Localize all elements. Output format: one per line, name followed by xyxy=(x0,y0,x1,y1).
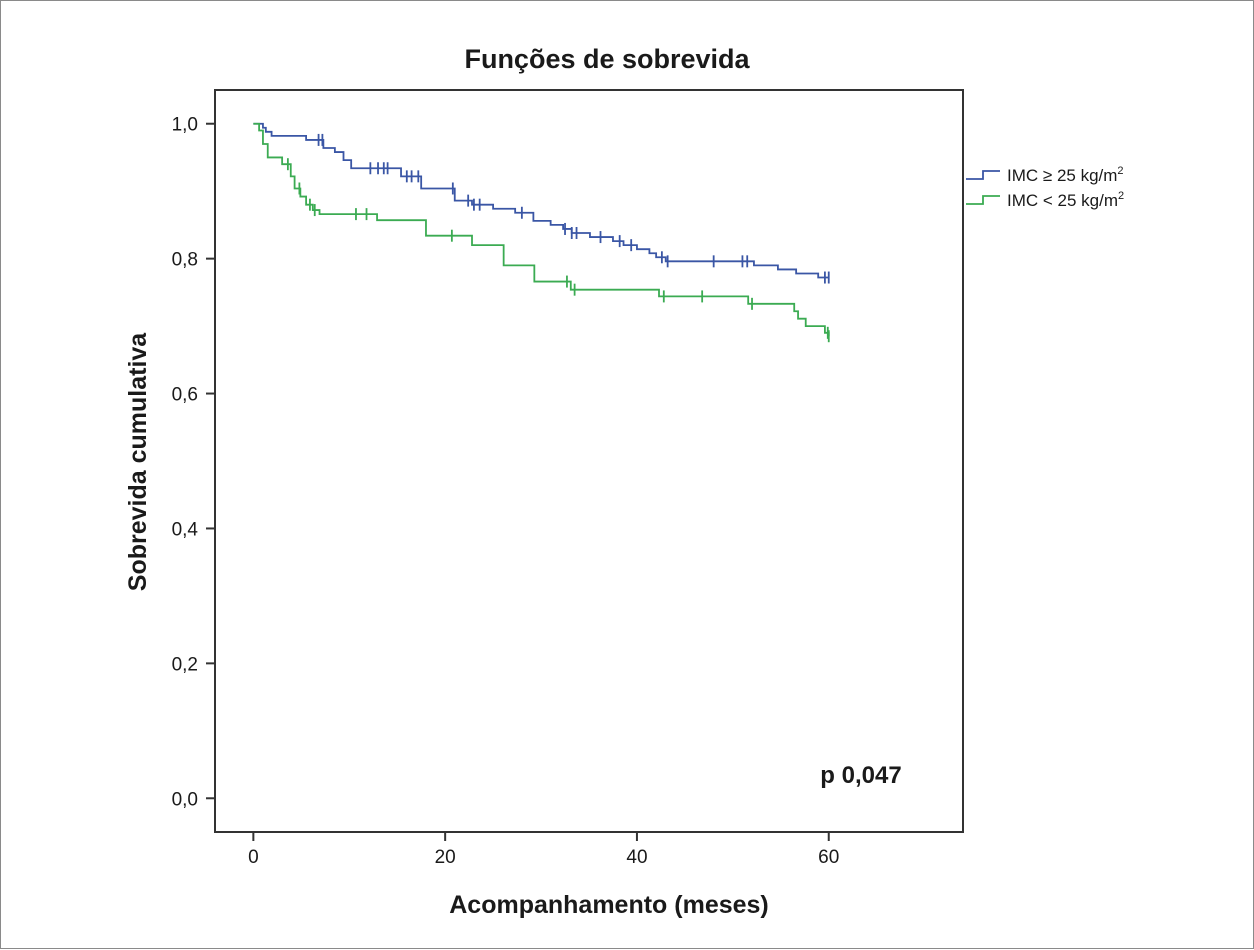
y-axis: 0,0 0,2 0,4 0,6 0,8 1,0 xyxy=(172,115,215,810)
legend-swatch-1 xyxy=(966,195,1000,205)
x-tick-label-3: 60 xyxy=(818,847,839,868)
series-0-curve xyxy=(253,122,829,279)
x-axis: 0 20 40 60 xyxy=(248,832,839,868)
y-tick-label-4: 0,8 xyxy=(172,250,198,271)
y-tick-label-3: 0,6 xyxy=(172,385,198,406)
legend-swatch-0 xyxy=(966,170,1000,180)
y-tick-label-0: 0,0 xyxy=(172,789,198,810)
x-tick-label-2: 40 xyxy=(626,847,647,868)
x-axis-label: Acompanhamento (meses) xyxy=(449,891,769,919)
y-tick-label-1: 0,2 xyxy=(172,654,198,675)
plot-area xyxy=(214,89,964,833)
p-value-annotation: p 0,047 xyxy=(820,762,901,789)
y-tick-label-5: 1,0 xyxy=(172,115,198,136)
x-tick-label-0: 0 xyxy=(248,847,259,868)
legend-label-1: IMC < 25 kg/m2 xyxy=(1007,190,1124,210)
chart-title: Funções de sobrevida xyxy=(464,44,750,74)
legend: IMC ≥ 25 kg/m2 IMC < 25 kg/m2 xyxy=(966,165,1124,210)
series-layer xyxy=(253,122,830,343)
x-tick-label-1: 20 xyxy=(435,847,456,868)
legend-label-0: IMC ≥ 25 kg/m2 xyxy=(1007,165,1124,185)
series-1-curve xyxy=(253,122,830,337)
y-tick-label-2: 0,4 xyxy=(172,519,199,540)
y-axis-label: Sobrevida cumulativa xyxy=(124,332,152,592)
